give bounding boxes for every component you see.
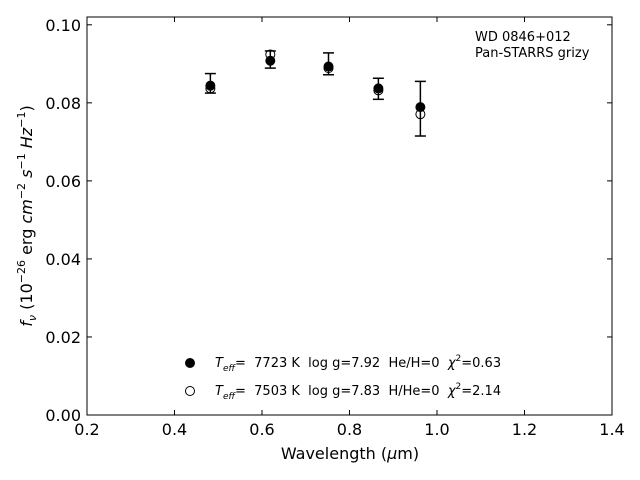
legend: Teff= 7723 K log g=7.92 He/H=0 χ2=0.63 T…	[185, 354, 501, 402]
x-tick-label: 0.4	[162, 420, 187, 439]
legend-marker-filled	[185, 358, 195, 368]
model-point-filled	[323, 61, 334, 72]
y-tick-label: 0.06	[45, 172, 81, 191]
x-tick-label: 0.8	[337, 420, 362, 439]
x-tick-label: 1.0	[424, 420, 449, 439]
annotation-filters: Pan-STARRS grizy	[475, 46, 590, 61]
legend-label-0: Teff= 7723 K log g=7.92 He/H=0 χ2=0.63	[215, 354, 501, 374]
y-tick-label: 0.00	[45, 406, 81, 425]
legend-label-1: Teff= 7503 K log g=7.83 H/He=0 χ2=2.14	[215, 382, 501, 402]
model-point-filled	[265, 55, 276, 66]
x-tick-label: 0.6	[249, 420, 274, 439]
y-tick-label: 0.02	[45, 328, 81, 347]
model-point-filled	[415, 102, 426, 113]
model-point-filled	[373, 83, 384, 94]
legend-marker-open	[185, 386, 195, 396]
x-axis-title: Wavelength (μm)	[281, 444, 419, 463]
model-point-filled	[205, 80, 216, 91]
annotation-object: WD 0846+012	[475, 30, 571, 45]
y-tick-label: 0.10	[45, 16, 81, 35]
x-tick-label: 0.2	[74, 420, 99, 439]
y-tick-label: 0.08	[45, 94, 81, 113]
y-tick-label: 0.04	[45, 250, 81, 269]
y-axis-title: fν (10−26 erg cm−2 s−1 Hz−1)	[15, 105, 39, 326]
x-tick-label: 1.2	[512, 420, 537, 439]
x-tick-label: 1.4	[599, 420, 624, 439]
